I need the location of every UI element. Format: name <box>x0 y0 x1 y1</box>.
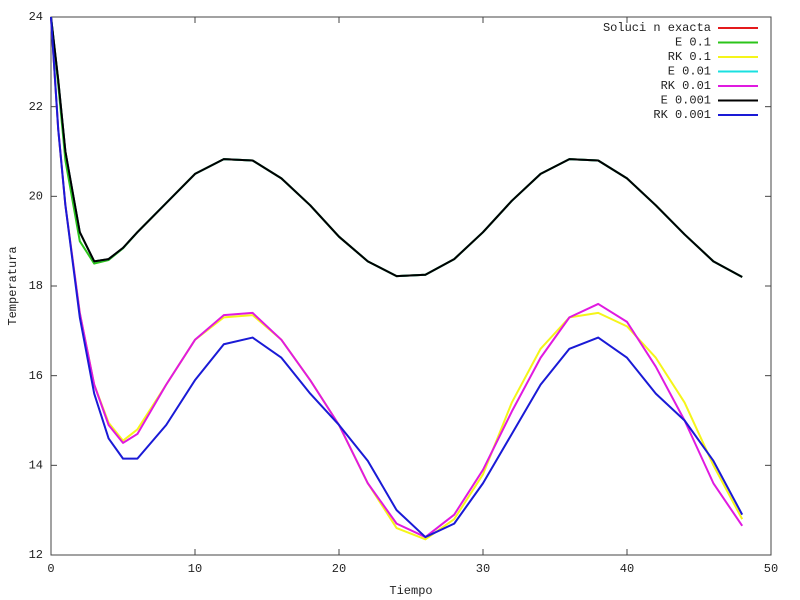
series-line <box>50 16 743 278</box>
x-tick-label: 40 <box>620 562 634 576</box>
legend-label: Soluci n exacta <box>603 21 711 35</box>
series-line <box>50 16 744 539</box>
y-tick-label: 14 <box>29 459 43 473</box>
y-tick-label: 18 <box>29 279 43 293</box>
legend-label: RK 0.1 <box>668 50 711 64</box>
x-tick-label: 0 <box>47 562 54 576</box>
series-line <box>50 16 743 278</box>
y-tick-label: 20 <box>29 190 43 204</box>
x-tick-label: 10 <box>188 562 202 576</box>
y-tick-label: 12 <box>29 548 43 562</box>
y-tick-label: 16 <box>29 369 43 383</box>
series-line <box>50 16 743 278</box>
series-line <box>50 16 744 541</box>
y-axis-label: Temperatura <box>6 246 20 325</box>
legend-label: E 0.01 <box>668 65 711 79</box>
x-tick-label: 50 <box>764 562 778 576</box>
legend-label: RK 0.001 <box>653 108 711 122</box>
legend-label: RK 0.01 <box>661 79 711 93</box>
x-axis-label: Tiempo <box>389 584 432 598</box>
x-tick-label: 30 <box>476 562 490 576</box>
x-tick-label: 20 <box>332 562 346 576</box>
legend-label: E 0.001 <box>661 94 711 108</box>
series-line <box>50 16 743 278</box>
y-tick-label: 22 <box>29 100 43 114</box>
legend-label: E 0.1 <box>675 36 711 50</box>
y-tick-label: 24 <box>29 10 43 24</box>
